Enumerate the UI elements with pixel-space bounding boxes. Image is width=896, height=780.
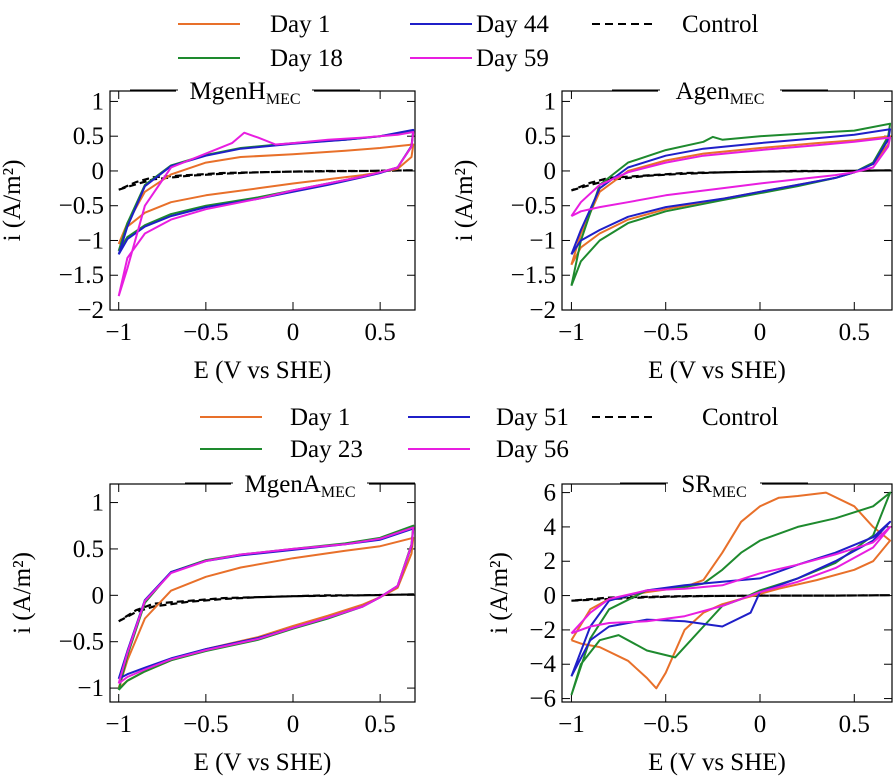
y-tick-label: 0 <box>92 582 105 609</box>
legend-label-day-59: Day 59 <box>476 45 549 72</box>
y-axis-label: i (A/m²) <box>0 160 26 242</box>
series-group <box>117 128 415 297</box>
x-tick-label: 0 <box>754 711 767 738</box>
plot-frame <box>109 483 416 703</box>
series-line-day-1 <box>117 536 415 689</box>
y-tick-label: 0.5 <box>73 123 104 150</box>
series-line-day-59 <box>117 131 415 297</box>
y-tick-label: 1 <box>544 88 557 115</box>
y-tick-label: 4 <box>544 514 557 541</box>
legend-label-day-56: Day 56 <box>496 436 569 463</box>
series-group <box>117 524 415 691</box>
y-tick-label: 0 <box>544 158 557 185</box>
y-tick-label: −2 <box>77 297 104 324</box>
x-tick-label: 0.5 <box>839 711 870 738</box>
series-group <box>570 122 892 287</box>
x-tick-label: −1 <box>105 711 132 738</box>
legend-label-day-1: Day 1 <box>270 11 330 38</box>
x-tick-label: 0 <box>287 319 300 346</box>
legend-label-control: Control <box>682 11 758 38</box>
y-tick-label: 0 <box>544 583 557 610</box>
y-tick-label: 2 <box>544 548 557 575</box>
x-tick-label: 0.5 <box>839 319 870 346</box>
x-tick-label: 0.5 <box>365 711 396 738</box>
legend-label-control: Control <box>702 404 778 431</box>
panel-title: SRMEC <box>681 471 746 501</box>
panel-title: MgenAMEC <box>244 471 355 501</box>
series-line-day-44 <box>570 128 892 255</box>
title-mask <box>233 472 367 496</box>
series-line-day-23 <box>570 491 892 696</box>
x-tick-label: −0.5 <box>643 319 688 346</box>
plot-frame <box>561 90 893 311</box>
title-mask <box>668 472 760 496</box>
x-axis-label: E (V vs SHE) <box>194 749 332 776</box>
x-tick-label: −0.5 <box>183 711 228 738</box>
y-tick-label: −2 <box>529 617 556 644</box>
panel-mgenh-mec: −1 −0.5 0 0.5 −2 −1.5 −1 −0.5 0 0.5 1 MgenHMEC E (V … <box>0 77 416 384</box>
y-tick-label: 0 <box>92 158 105 185</box>
legend-label-day-1: Day 1 <box>290 404 350 431</box>
series-line-day-1 <box>117 143 415 245</box>
x-tick-label: 0 <box>754 319 767 346</box>
x-tick-label: −1 <box>105 319 132 346</box>
y-tick-label: −4 <box>529 651 556 678</box>
series-line-day-23 <box>117 524 415 691</box>
y-axis-label: i (A/m²) <box>451 160 478 242</box>
series-line-day-1 <box>570 491 892 690</box>
x-axis-label: E (V vs SHE) <box>648 357 786 384</box>
legend-top: Day 1 Day 44 Control Day 18 Day 59 <box>178 11 758 72</box>
y-tick-label: −1.5 <box>59 262 104 289</box>
series-line-control <box>118 169 415 191</box>
x-tick-label: 0 <box>287 711 300 738</box>
y-tick-label: 0.5 <box>525 123 556 150</box>
y-tick-label: −0.5 <box>59 193 104 220</box>
panel-mgena-mec: −1 −0.5 0 0.5 −1 −0.5 0 0.5 1 MgenAMEC E (V vs SHE… <box>9 470 416 776</box>
plot-frame <box>109 90 416 311</box>
series-group <box>570 491 892 696</box>
x-axis-label: E (V vs SHE) <box>194 357 332 384</box>
title-mask <box>660 79 780 103</box>
y-tick-label: 1 <box>92 88 105 115</box>
x-tick-label: −0.5 <box>183 319 228 346</box>
series-line-control <box>570 169 892 192</box>
series-line-control <box>118 593 415 623</box>
panel-sr-mec: −1 −0.5 0 0.5 −6 −4 −2 0 2 4 6 SRMEC E (V vs SHE) i (… <box>486 470 893 776</box>
y-tick-label: −6 <box>529 686 556 713</box>
panel-title: MgenHMEC <box>189 78 300 108</box>
legend-bottom: Day 1 Day 51 Control Day 23 Day 56 <box>200 404 778 463</box>
legend-label-day-23: Day 23 <box>290 436 363 463</box>
y-tick-label: 1 <box>92 490 105 517</box>
series-line-day-51 <box>570 520 892 677</box>
y-axis-label: i (A/m²) <box>9 552 36 634</box>
y-axis-label: i (A/m²) <box>486 552 513 634</box>
y-tick-label: −1.5 <box>511 262 556 289</box>
legend-label-day-51: Day 51 <box>496 404 569 431</box>
panel-agen-mec: −1 −0.5 0 0.5 −2 −1.5 −1 −0.5 0 0.5 1 AgenMEC E (V v… <box>451 77 893 384</box>
y-tick-label: −0.5 <box>511 193 556 220</box>
x-tick-label: 0.5 <box>365 319 396 346</box>
series-line-day-1 <box>570 135 892 266</box>
series-line-day-59 <box>570 136 892 217</box>
series-line-control <box>571 594 892 602</box>
y-tick-label: 6 <box>544 480 557 507</box>
panel-title: AgenMEC <box>676 78 765 108</box>
title-mask <box>178 79 312 103</box>
series-line-day-56 <box>570 525 892 635</box>
x-tick-label: −1 <box>558 711 585 738</box>
x-axis-label: E (V vs SHE) <box>648 749 786 776</box>
x-tick-label: −0.5 <box>643 711 688 738</box>
series-line-day-56 <box>117 526 415 685</box>
y-tick-label: −2 <box>529 297 556 324</box>
y-tick-label: −1 <box>77 227 104 254</box>
x-tick-label: −1 <box>558 319 585 346</box>
legend-label-day-18: Day 18 <box>270 45 343 72</box>
y-tick-label: 0.5 <box>73 536 104 563</box>
y-tick-label: −0.5 <box>59 629 104 656</box>
legend-label-day-44: Day 44 <box>476 11 549 38</box>
y-tick-label: −1 <box>529 227 556 254</box>
y-tick-label: −1 <box>77 675 104 702</box>
